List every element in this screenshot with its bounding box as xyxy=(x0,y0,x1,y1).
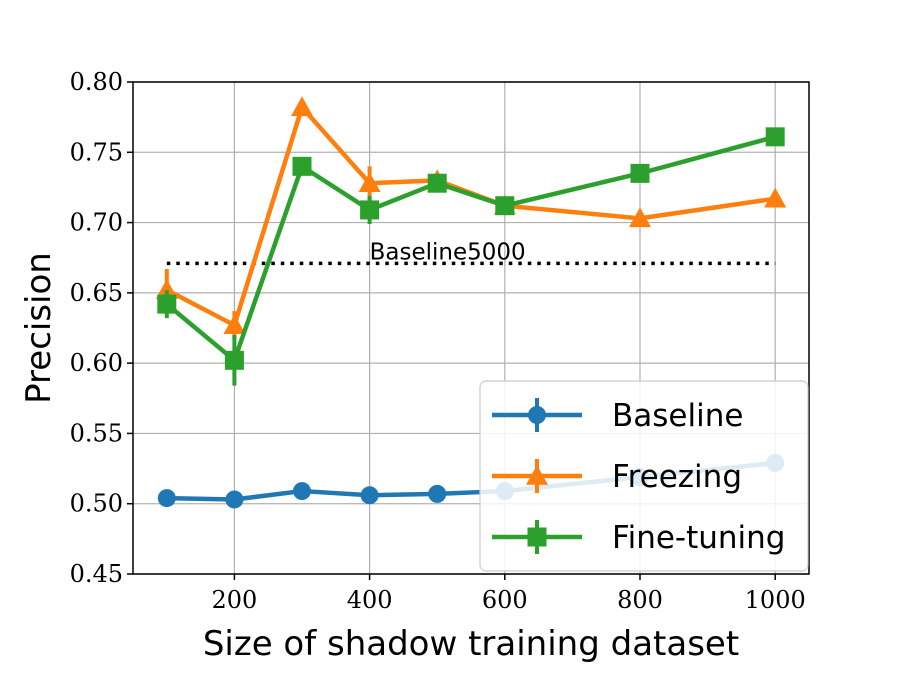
y-axis-ticks: 0.45 0.50 0.55 0.60 0.65 0.70 0.75 0.80 xyxy=(70,68,133,588)
x-tick-label: 400 xyxy=(347,586,393,614)
y-tick-label: 0.50 xyxy=(70,490,123,518)
plot-area-frame xyxy=(132,81,810,575)
x-axis-ticks: 200 400 600 800 1000 xyxy=(211,574,806,614)
y-tick-label: 0.65 xyxy=(70,279,123,307)
y-tick-label: 0.80 xyxy=(70,68,123,96)
y-tick-label: 0.45 xyxy=(70,560,123,588)
data-point-square xyxy=(157,294,177,314)
data-point-circle xyxy=(293,482,311,501)
reference-line-label: Baseline5000 xyxy=(370,239,526,265)
data-point-triangle xyxy=(291,96,313,117)
legend-item-fine-tuning: Fine-tuning xyxy=(492,520,785,556)
y-tick-label: 0.75 xyxy=(70,138,123,166)
legend: Baseline Freezing Fine-tuning xyxy=(479,380,809,572)
series-line xyxy=(165,105,776,328)
data-point-square xyxy=(495,196,515,216)
legend-label: Baseline xyxy=(612,398,743,434)
series-fine-tuning xyxy=(157,127,785,386)
data-point-square xyxy=(292,156,312,176)
data-point-square xyxy=(427,173,447,193)
x-tick-label: 1000 xyxy=(745,586,806,614)
data-point-circle xyxy=(360,486,379,505)
legend-swatch-marker xyxy=(527,527,547,547)
x-axis-title: Size of shadow training dataset xyxy=(203,624,739,664)
data-point-triangle xyxy=(764,187,787,208)
legend-label: Fine-tuning xyxy=(612,520,785,556)
legend-item-freezing: Freezing xyxy=(492,459,742,495)
data-point-square xyxy=(765,127,785,147)
x-tick-label: 600 xyxy=(482,586,528,614)
data-point-circle xyxy=(157,489,176,508)
y-tick-label: 0.60 xyxy=(70,349,123,377)
series-line xyxy=(165,134,776,363)
legend-box xyxy=(479,380,809,572)
data-point-triangle xyxy=(629,207,651,228)
data-point-circle xyxy=(428,484,447,503)
data-point-triangle xyxy=(155,279,178,299)
legend-item-baseline: Baseline xyxy=(492,398,743,434)
data-point-triangle xyxy=(358,172,381,193)
y-tick-label: 0.55 xyxy=(70,419,123,447)
y-axis-title: Precision xyxy=(19,252,59,404)
legend-swatch-marker xyxy=(526,465,548,485)
data-point-circle xyxy=(225,490,244,509)
data-point-square xyxy=(360,200,380,220)
data-point-square xyxy=(630,163,650,183)
legend-swatch-marker xyxy=(528,406,546,424)
data-point-square xyxy=(224,350,244,370)
x-tick-label: 800 xyxy=(617,586,663,614)
x-tick-label: 200 xyxy=(211,586,257,614)
reference-line-group: Baseline5000 xyxy=(166,239,776,265)
data-point-triangle xyxy=(223,314,246,334)
legend-label: Freezing xyxy=(612,459,742,495)
y-tick-label: 0.70 xyxy=(70,209,123,237)
